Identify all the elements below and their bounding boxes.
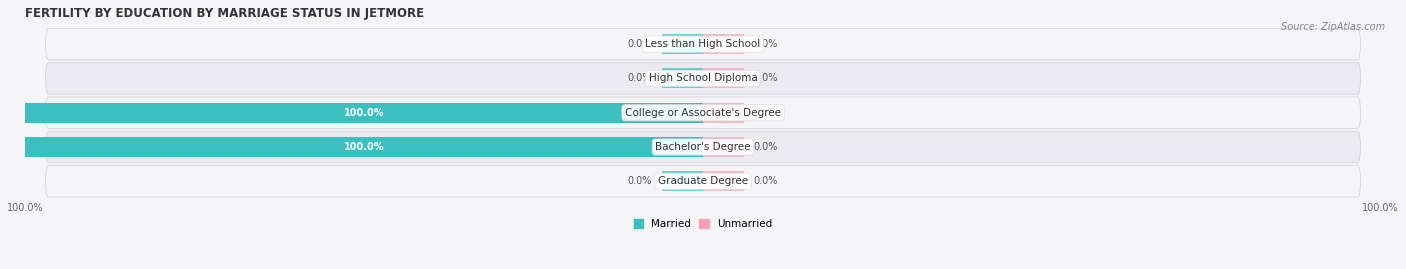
FancyBboxPatch shape	[45, 63, 1361, 94]
Bar	[25, 137, 703, 157]
Text: High School Diploma: High School Diploma	[648, 73, 758, 83]
Text: 0.0%: 0.0%	[628, 39, 652, 49]
Bar	[25, 103, 703, 123]
Text: 0.0%: 0.0%	[754, 39, 778, 49]
FancyBboxPatch shape	[45, 131, 1361, 163]
Bar	[662, 34, 703, 54]
Bar	[703, 103, 744, 123]
Text: 0.0%: 0.0%	[754, 142, 778, 152]
Text: 0.0%: 0.0%	[754, 176, 778, 186]
Text: 0.0%: 0.0%	[754, 73, 778, 83]
FancyBboxPatch shape	[45, 97, 1361, 129]
Bar	[703, 69, 744, 89]
Text: 0.0%: 0.0%	[628, 176, 652, 186]
FancyBboxPatch shape	[45, 28, 1361, 60]
Text: 0.0%: 0.0%	[628, 73, 652, 83]
Text: 0.0%: 0.0%	[754, 108, 778, 118]
Text: Less than High School: Less than High School	[645, 39, 761, 49]
Text: Bachelor's Degree: Bachelor's Degree	[655, 142, 751, 152]
FancyBboxPatch shape	[45, 165, 1361, 197]
Bar	[662, 69, 703, 89]
Bar	[703, 171, 744, 191]
Text: Source: ZipAtlas.com: Source: ZipAtlas.com	[1281, 22, 1385, 31]
Text: 100.0%: 100.0%	[344, 142, 384, 152]
Text: 100.0%: 100.0%	[344, 108, 384, 118]
Legend: Married, Unmarried: Married, Unmarried	[630, 215, 776, 233]
Bar	[662, 171, 703, 191]
Text: College or Associate's Degree: College or Associate's Degree	[626, 108, 780, 118]
Text: FERTILITY BY EDUCATION BY MARRIAGE STATUS IN JETMORE: FERTILITY BY EDUCATION BY MARRIAGE STATU…	[25, 7, 425, 20]
Text: Graduate Degree: Graduate Degree	[658, 176, 748, 186]
Bar	[703, 34, 744, 54]
Bar	[703, 137, 744, 157]
